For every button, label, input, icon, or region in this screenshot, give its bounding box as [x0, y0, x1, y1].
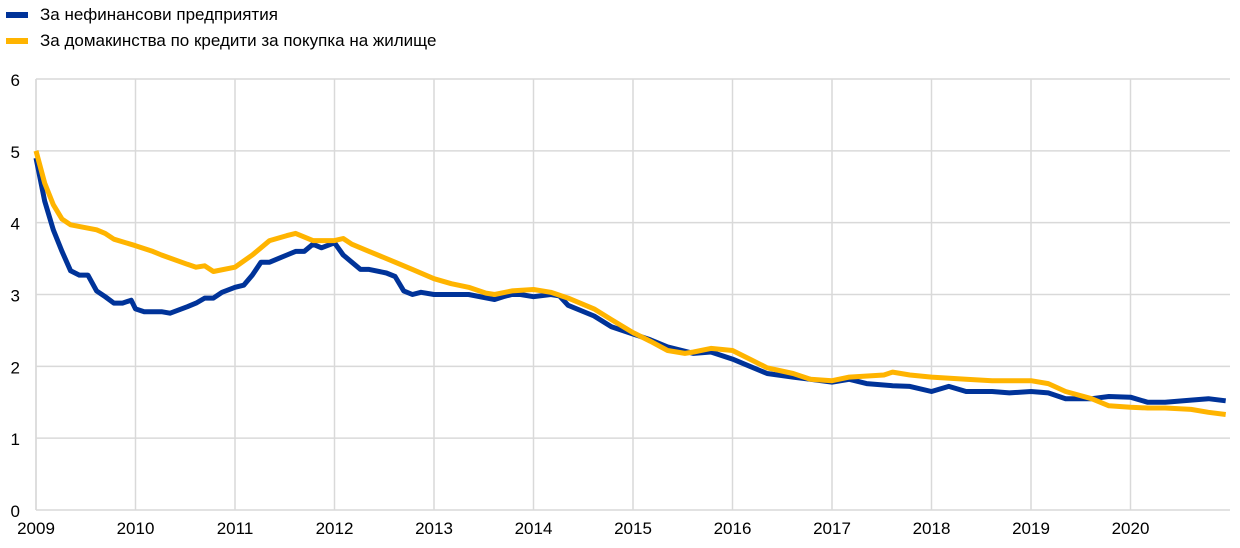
x-tick-label: 2009	[17, 519, 55, 538]
y-tick-label: 6	[11, 71, 20, 90]
legend-label-households: За домакинства по кредити за покупка на …	[40, 31, 437, 50]
y-tick-label: 3	[11, 287, 20, 306]
x-tick-label: 2014	[515, 519, 553, 538]
legend-swatch-households	[6, 38, 28, 44]
legend-swatch-nfc	[6, 12, 28, 18]
x-tick-label: 2010	[117, 519, 155, 538]
x-tick-label: 2017	[813, 519, 851, 538]
y-tick-label: 0	[11, 502, 20, 521]
x-tick-label: 2016	[714, 519, 752, 538]
legend-item-households: За домакинства по кредити за покупка на …	[6, 28, 436, 54]
x-tick-label: 2015	[614, 519, 652, 538]
x-tick-label: 2013	[415, 519, 453, 538]
x-tick-label: 2011	[217, 519, 254, 538]
x-tick-label: 2020	[1112, 519, 1150, 538]
y-tick-label: 4	[11, 215, 20, 234]
x-tick-label: 2019	[1012, 519, 1050, 538]
legend-label-nfc: За нефинансови предприятия	[40, 5, 278, 24]
legend: За нефинансови предприятия За домакинств…	[6, 2, 436, 54]
y-tick-label: 2	[11, 358, 20, 377]
series-line-1	[33, 150, 1227, 417]
y-tick-label: 5	[11, 143, 20, 162]
x-tick-label: 2012	[316, 519, 354, 538]
y-tick-label: 1	[11, 430, 20, 449]
series-line-0	[33, 157, 1227, 405]
legend-item-nfc: За нефинансови предприятия	[6, 2, 436, 28]
x-tick-label: 2018	[913, 519, 951, 538]
